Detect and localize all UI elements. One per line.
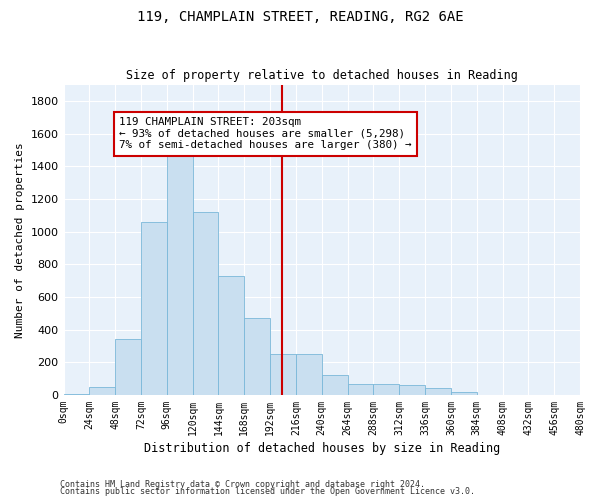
Bar (347, 384, 373, 395)
X-axis label: Distribution of detached houses by size in Reading: Distribution of detached houses by size … (143, 442, 500, 455)
Text: Contains HM Land Registry data © Crown copyright and database right 2024.: Contains HM Land Registry data © Crown c… (60, 480, 425, 489)
Bar (115, 340, 141, 395)
Bar (373, 384, 399, 395)
Bar (322, 376, 347, 395)
Title: Size of property relative to detached houses in Reading: Size of property relative to detached ho… (126, 69, 518, 82)
Text: 119 CHAMPLAIN STREET: 203sqm
← 93% of detached houses are smaller (5,298)
7% of : 119 CHAMPLAIN STREET: 203sqm ← 93% of de… (119, 117, 412, 150)
Bar (64, 394, 89, 395)
Bar (244, 318, 270, 395)
Y-axis label: Number of detached properties: Number of detached properties (15, 142, 25, 338)
Bar (451, 392, 477, 395)
Bar (270, 354, 296, 395)
Bar (399, 385, 425, 395)
Text: Contains public sector information licensed under the Open Government Licence v3: Contains public sector information licen… (60, 488, 475, 496)
Bar (193, 212, 218, 395)
Text: 119, CHAMPLAIN STREET, READING, RG2 6AE: 119, CHAMPLAIN STREET, READING, RG2 6AE (137, 10, 463, 24)
Bar (167, 152, 193, 395)
Bar (296, 354, 322, 395)
Bar (89, 387, 115, 395)
Bar (218, 276, 244, 395)
Bar (141, 222, 167, 395)
Bar (425, 388, 451, 395)
